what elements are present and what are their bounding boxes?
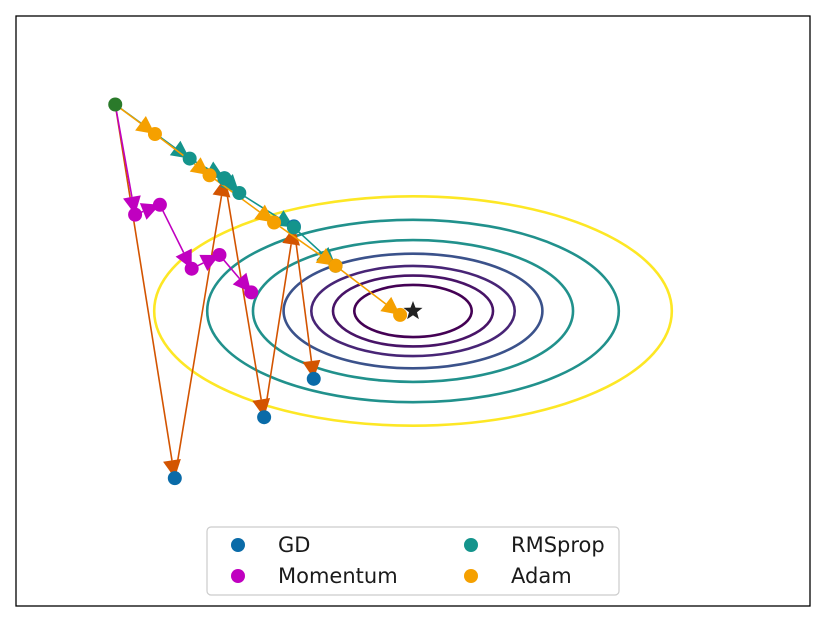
legend-marker-momentum bbox=[231, 569, 245, 583]
gd-point bbox=[257, 410, 272, 425]
gd-step-line bbox=[114, 104, 173, 461]
momentum-point bbox=[184, 261, 199, 276]
gd-step-line bbox=[223, 178, 262, 400]
momentum-step-line bbox=[114, 104, 133, 198]
contour-line bbox=[152, 195, 674, 427]
adam-point bbox=[202, 168, 217, 183]
legend-box bbox=[206, 526, 620, 596]
adam-point bbox=[328, 258, 343, 273]
contour-line bbox=[282, 252, 544, 370]
legend-label-momentum: Momentum bbox=[278, 564, 398, 588]
momentum-point bbox=[152, 197, 167, 212]
momentum-point bbox=[212, 247, 227, 262]
legend-marker-gd bbox=[231, 538, 245, 552]
legend-label-rmsprop: RMSprop bbox=[511, 533, 605, 557]
legend-label-adam: Adam bbox=[511, 564, 572, 588]
adam-point bbox=[147, 127, 162, 141]
gd-step-line bbox=[174, 195, 223, 479]
legend-marker-rmsprop bbox=[464, 538, 478, 552]
legend: GD Momentum RMSprop Adam bbox=[206, 526, 620, 596]
rmsprop-point bbox=[286, 220, 301, 235]
legend-marker-adam bbox=[464, 569, 478, 583]
contour-line bbox=[251, 238, 575, 384]
start-point bbox=[108, 97, 123, 112]
contour-line bbox=[205, 218, 621, 404]
contour-line bbox=[309, 264, 517, 358]
rmsprop-point bbox=[182, 151, 197, 166]
contour-layer bbox=[152, 195, 674, 427]
adam-step-line bbox=[273, 221, 322, 257]
gd-point bbox=[306, 371, 321, 386]
gd-arrowhead bbox=[212, 178, 231, 198]
plot-frame bbox=[15, 15, 811, 607]
contour-line bbox=[352, 283, 474, 339]
gd-step-line bbox=[293, 226, 313, 362]
gd-step-line bbox=[263, 244, 292, 418]
contour-line bbox=[331, 274, 495, 348]
gd-arrowhead bbox=[302, 359, 321, 379]
momentum-step-line bbox=[159, 204, 185, 253]
adam-step-line bbox=[335, 265, 387, 305]
rmsprop-point bbox=[217, 171, 232, 186]
marker-layer bbox=[108, 97, 423, 486]
adam-point bbox=[267, 215, 282, 230]
gd-point bbox=[167, 471, 182, 486]
adam-point bbox=[393, 307, 408, 322]
momentum-point bbox=[128, 207, 143, 222]
optimum-star-marker bbox=[403, 301, 423, 320]
legend-label-gd: GD bbox=[278, 533, 310, 557]
rmsprop-step-line bbox=[238, 192, 280, 219]
rmsprop-point bbox=[232, 186, 247, 200]
momentum-point bbox=[244, 285, 259, 300]
